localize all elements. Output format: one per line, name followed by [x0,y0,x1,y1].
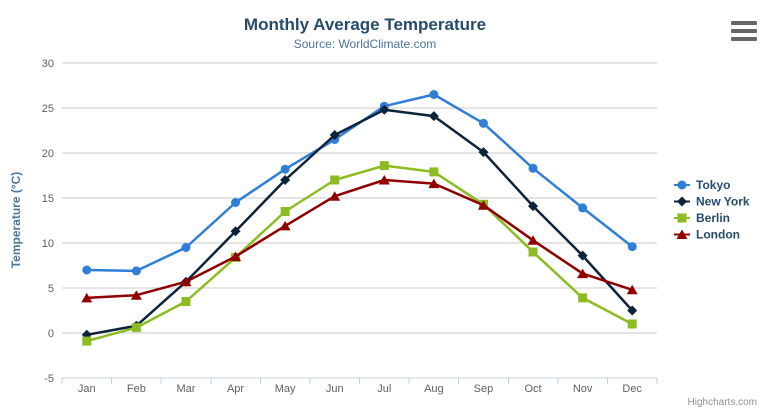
x-axis-label-dec: Dec [622,383,642,395]
point-berlin-nov[interactable] [578,293,588,303]
point-berlin-may[interactable] [280,207,290,216]
x-axis-label-jun: Jun [326,383,344,395]
point-tokyo-mar[interactable] [181,243,191,252]
point-tokyo-dec[interactable] [627,242,637,252]
point-tokyo-aug[interactable] [429,90,439,99]
legend-label: Tokyo [696,178,730,192]
y-axis-label: 15 [42,193,54,205]
series-new-york [81,104,638,340]
y-axis-label: 10 [42,238,54,250]
point-berlin-feb[interactable] [131,323,141,333]
axes: -5 0 5 10 15 20 25 30 Jan Feb Mar Apr May Jun Jul Aug Se… [42,58,658,395]
point-berlin-aug[interactable] [429,167,439,177]
gridlines [62,62,657,379]
point-london-feb[interactable] [130,290,142,300]
point-new-york-apr[interactable] [230,226,241,237]
point-tokyo-oct[interactable] [528,163,538,173]
x-axis-label-sep: Sep [474,383,494,395]
legend-label: London [696,228,740,242]
legend-item-new-york[interactable]: New York [674,195,750,209]
legend-item-tokyo[interactable]: Tokyo [674,178,730,192]
x-axis-label-oct: Oct [524,383,541,395]
point-london-apr[interactable] [230,251,242,262]
legend-triangle-icon [676,229,688,239]
point-london-sep[interactable] [477,200,489,210]
legend-square-icon [677,213,687,223]
point-london-mar[interactable] [180,276,192,287]
series-line-new-york [85,108,634,337]
point-london-jun[interactable] [329,191,341,201]
legend-diamond-icon [677,196,687,207]
legend-circle-icon [677,180,687,190]
hamburger-icon [731,21,757,25]
point-new-york-may[interactable] [280,175,291,185]
point-tokyo-apr[interactable] [231,198,241,207]
point-london-jan[interactable] [81,292,93,303]
x-axis-label-apr: Apr [227,383,244,395]
x-axis-label-aug: Aug [424,383,444,395]
series-line-berlin [85,164,634,343]
point-london-aug[interactable] [428,178,440,189]
point-london-oct[interactable] [527,235,539,245]
series-group [81,90,638,346]
point-berlin-jul[interactable] [379,161,389,171]
y-axis-label: 30 [42,58,54,70]
point-berlin-jan[interactable] [82,336,92,346]
point-london-nov[interactable] [577,268,589,279]
point-new-york-oct[interactable] [528,201,539,212]
series-line-tokyo [85,93,634,273]
point-tokyo-feb[interactable] [131,266,141,276]
y-axis-label: 5 [48,283,54,295]
point-london-dec[interactable] [626,284,638,295]
export-menu-button[interactable] [731,21,757,41]
y-axis-label: -5 [44,373,54,385]
hamburger-icon [731,37,757,41]
legend-item-berlin[interactable]: Berlin [674,211,730,225]
highcharts-credits-link[interactable]: Highcharts.com [688,397,757,408]
legend-item-london[interactable]: London [674,228,740,242]
hamburger-icon [731,29,757,33]
point-tokyo-nov[interactable] [578,203,588,213]
point-tokyo-may[interactable] [280,164,290,174]
y-axis-title: Temperature (°C) [9,172,23,269]
point-berlin-dec[interactable] [627,319,637,329]
point-london-may[interactable] [279,220,291,231]
point-tokyo-sep[interactable] [478,118,488,128]
point-new-york-jun[interactable] [329,130,340,140]
x-axis-label-jan: Jan [78,383,96,395]
point-berlin-jun[interactable] [330,175,340,185]
x-axis-label-jul: Jul [377,383,391,395]
y-axis-label: 0 [48,328,54,340]
chart-subtitle: Source: WorldClimate.com [294,37,437,51]
legend: Tokyo New York Berlin London [674,178,750,242]
x-axis-label-nov: Nov [573,383,593,395]
point-berlin-mar[interactable] [181,297,191,306]
point-new-york-jul[interactable] [379,104,390,115]
y-axis-label: 25 [42,103,54,115]
series-tokyo [82,90,637,276]
point-new-york-sep[interactable] [478,147,489,158]
legend-label: New York [696,195,750,209]
point-new-york-aug[interactable] [428,111,439,122]
series-london [81,175,638,303]
series-line-london [85,178,634,300]
point-new-york-dec[interactable] [627,305,638,316]
point-new-york-nov[interactable] [577,250,588,261]
chart-title: Monthly Average Temperature [244,15,486,34]
point-tokyo-jan[interactable] [82,265,92,275]
x-axis-label-feb: Feb [127,383,146,395]
point-london-jul[interactable] [378,175,390,185]
y-axis-label: 20 [42,148,54,160]
x-axis-label-may: May [275,383,296,395]
legend-label: Berlin [696,211,730,225]
x-axis-label-mar: Mar [176,383,195,395]
point-berlin-oct[interactable] [528,247,538,257]
